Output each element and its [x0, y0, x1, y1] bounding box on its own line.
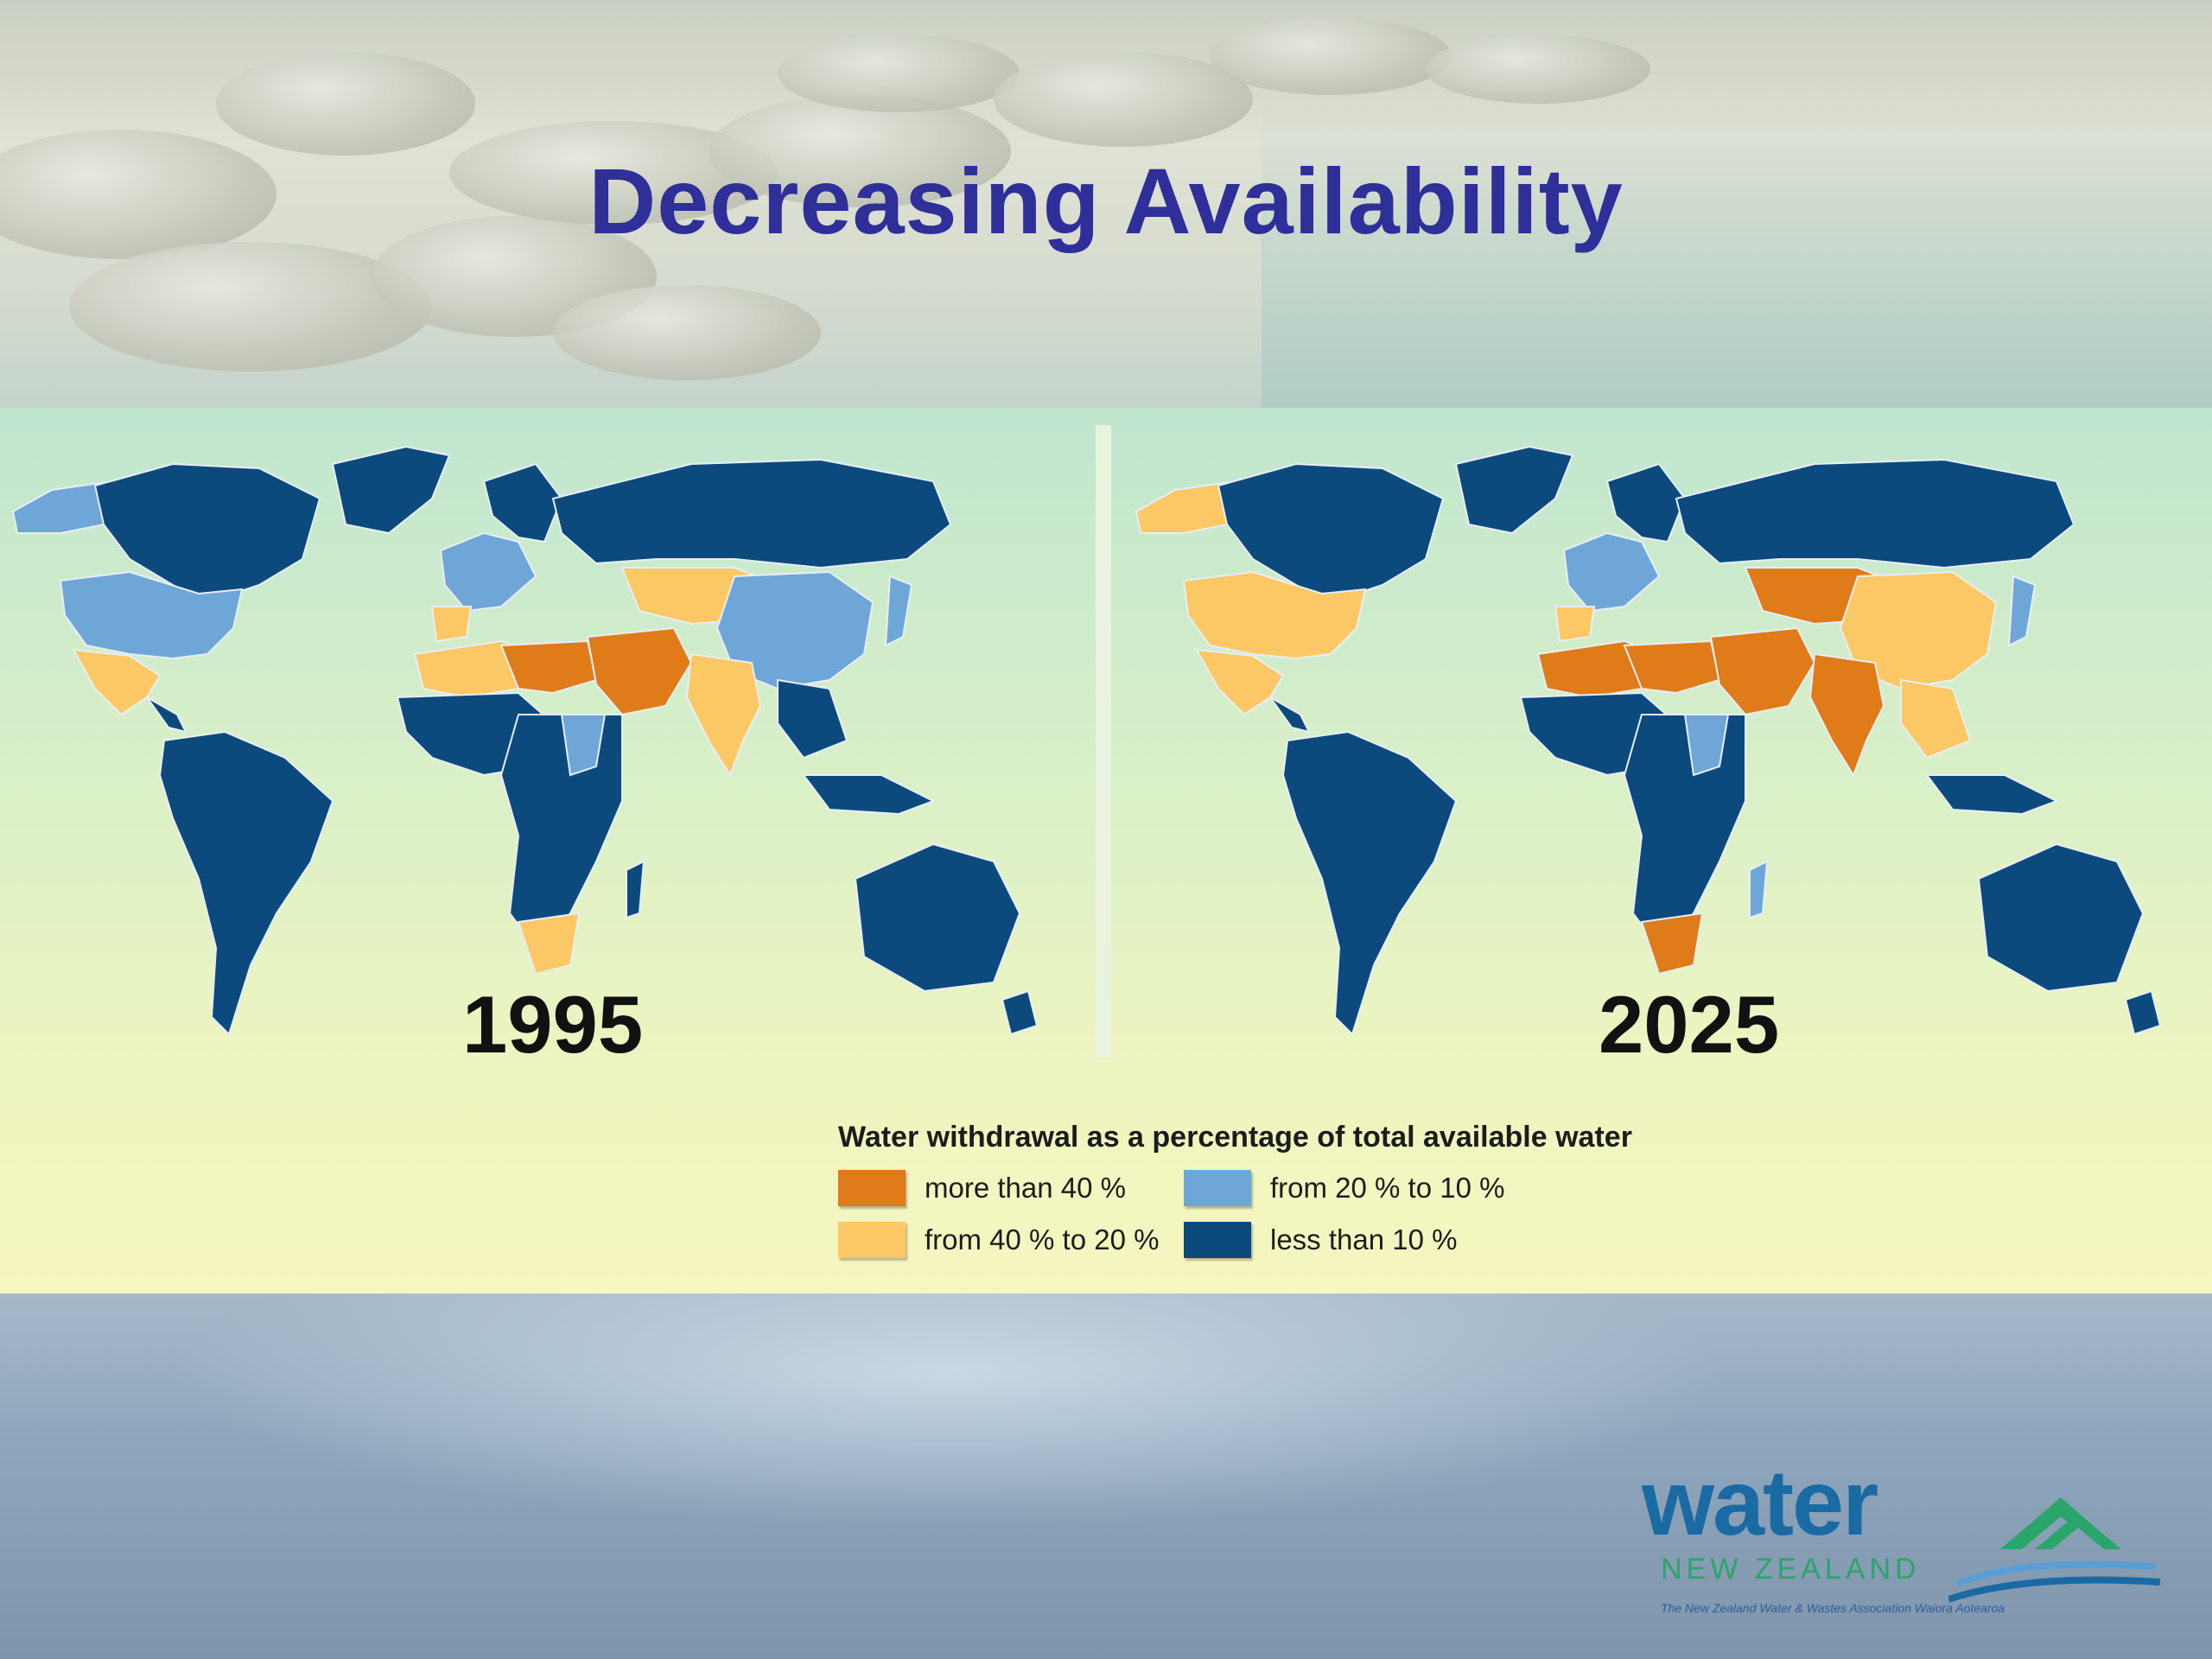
- map-region-new-zealand: [2124, 989, 2162, 1036]
- map-region-europe-west: [1562, 531, 1661, 613]
- map-region-australia: [1977, 842, 2145, 993]
- map-year-1995: 1995: [462, 979, 644, 1070]
- legend-swatch: [838, 1170, 906, 1206]
- map-region-iberia: [430, 606, 473, 643]
- map-region-indonesia: [802, 774, 936, 816]
- logo-subtitle: NEW ZEALAND: [1661, 1553, 1921, 1586]
- slide-title: Decreasing Availability: [588, 149, 1624, 253]
- legend-swatch: [1184, 1170, 1251, 1206]
- map-region-usa: [1182, 570, 1367, 660]
- legend-label: from 40 % to 20 %: [925, 1224, 1160, 1255]
- map-region-southeast-asia: [777, 678, 849, 760]
- water-nz-logo: water NEW ZEALAND The New Zealand Water …: [1642, 1456, 2177, 1629]
- map-region-south-africa: [517, 912, 581, 976]
- map-region-china: [1839, 570, 1998, 690]
- legend-item-20-to-10: from 20 % to 10 %: [1184, 1170, 1547, 1206]
- legend-label: less than 10 %: [1270, 1224, 1458, 1255]
- map-region-south-asia: [685, 652, 762, 778]
- map-region-middle-east: [1709, 626, 1816, 716]
- map-region-russia: [1675, 458, 2075, 569]
- legend-item-40-to-20: from 40 % to 20 %: [838, 1222, 1184, 1258]
- map-region-central-africa: [1623, 714, 1746, 950]
- map-region-mexico: [1195, 648, 1285, 716]
- logo-tagline: The New Zealand Water & Wastes Associati…: [1661, 1601, 2005, 1615]
- logo-mountain-icon: [1948, 1497, 2161, 1603]
- map-region-canada: [1217, 462, 1445, 604]
- map-region-greenland: [331, 445, 451, 535]
- legend-title: Water withdrawal as a percentage of tota…: [838, 1121, 1632, 1154]
- map-region-horn-africa: [560, 714, 607, 777]
- header-photo: [0, 0, 2212, 408]
- map-region-mexico: [72, 648, 162, 716]
- legend-swatch: [1184, 1222, 1251, 1258]
- map-legend: Water withdrawal as a percentage of tota…: [838, 1121, 1702, 1258]
- map-region-indonesia: [1925, 774, 2059, 816]
- map-region-greenland: [1454, 445, 1574, 535]
- map-region-scandinavia: [482, 462, 563, 543]
- map-region-madagascar: [626, 860, 645, 919]
- map-region-sahara-east: [1623, 639, 1721, 695]
- map-region-south-asia: [1808, 652, 1885, 778]
- map-region-japan: [2007, 575, 2037, 647]
- map-region-china: [715, 570, 874, 690]
- map-region-central-america: [146, 696, 188, 734]
- map-region-japan: [884, 575, 913, 647]
- world-map-2025: [1135, 445, 2162, 1036]
- map-panel: 1995: [0, 408, 2212, 1294]
- logo-wordmark: water: [1642, 1450, 1878, 1554]
- map-region-sahara-east: [499, 639, 598, 695]
- map-region-australia: [854, 842, 1021, 993]
- world-map-1995: [11, 445, 1039, 1036]
- map-divider: [1096, 425, 1111, 1058]
- legend-item-more-than-40: more than 40 %: [838, 1170, 1184, 1206]
- map-region-central-africa: [499, 714, 623, 950]
- map-region-iberia: [1554, 606, 1596, 643]
- map-region-canada: [93, 462, 321, 604]
- map-region-madagascar: [1749, 860, 1769, 919]
- map-region-russia: [551, 458, 952, 569]
- map-region-horn-africa: [1683, 714, 1730, 777]
- map-region-south-america: [1281, 730, 1458, 1036]
- legend-label: more than 40 %: [925, 1172, 1126, 1204]
- map-year-2025: 2025: [1599, 979, 1780, 1070]
- map-region-middle-east: [586, 626, 693, 716]
- map-region-south-africa: [1640, 912, 1704, 976]
- footer-water-photo: [0, 1294, 2212, 1659]
- map-region-new-zealand: [1001, 989, 1039, 1036]
- legend-label: from 20 % to 10 %: [1270, 1172, 1505, 1204]
- legend-item-less-than-10: less than 10 %: [1184, 1222, 1547, 1258]
- legend-swatch: [838, 1222, 906, 1258]
- map-region-central-america: [1269, 696, 1311, 734]
- map-region-south-america: [158, 730, 334, 1036]
- map-region-europe-west: [439, 531, 537, 613]
- map-region-usa: [59, 570, 244, 660]
- map-region-southeast-asia: [1900, 678, 1972, 760]
- map-region-scandinavia: [1605, 462, 1687, 543]
